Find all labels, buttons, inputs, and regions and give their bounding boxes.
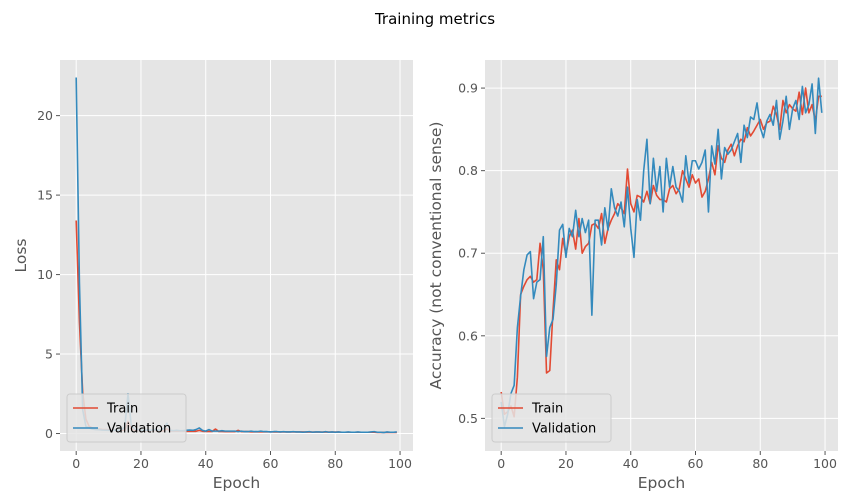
x-tick-label: 20 [133, 456, 149, 471]
figure-title: Training metrics [374, 10, 495, 28]
x-tick-label: 0 [497, 456, 505, 471]
y-tick-label: 0 [45, 426, 53, 441]
legend-label-validation: Validation [532, 422, 596, 437]
legend-box [491, 393, 612, 443]
x-tick-label: 40 [623, 456, 639, 471]
x-tick-label: 80 [327, 456, 343, 471]
x-tick-label: 80 [752, 456, 768, 471]
y-tick-label: 0.8 [458, 163, 478, 178]
y-tick-label: 0.5 [458, 411, 478, 426]
x-tick-label: 60 [263, 456, 279, 471]
y-axis-label: Loss [12, 239, 30, 273]
loss-chart: 0 20 40 60 80 100 0 5 10 15 20 Epoch Loss Train Valida… [12, 60, 413, 492]
legend: Train Validation [66, 393, 187, 443]
x-tick-label: 40 [198, 456, 214, 471]
x-axis-label: Epoch [213, 474, 260, 492]
x-tick-label: 100 [388, 456, 412, 471]
x-tick-label: 60 [688, 456, 704, 471]
y-axis-label: Accuracy (not conventional sense) [427, 122, 445, 390]
accuracy-chart: 0 20 40 60 80 100 0.5 0.6 0.7 0.8 0.9 Epoch Accuracy… [427, 60, 838, 492]
series-line-validation [500, 77, 823, 428]
y-tick-label: 15 [37, 188, 53, 203]
legend-label-train: Train [531, 402, 563, 417]
x-axis-label: Epoch [638, 474, 685, 492]
y-tick-label: 10 [37, 267, 53, 282]
y-tick-label: 5 [45, 347, 53, 362]
legend-box [66, 393, 187, 443]
legend-label-validation: Validation [107, 422, 171, 437]
y-tick-label: 20 [37, 108, 53, 123]
y-tick-label: 0.7 [458, 246, 478, 261]
y-tick-label: 0.9 [458, 81, 478, 96]
y-tick-label: 0.6 [458, 328, 478, 343]
legend-label-train: Train [106, 402, 138, 417]
x-tick-label: 0 [72, 456, 80, 471]
x-tick-label: 100 [813, 456, 837, 471]
legend: Train Validation [491, 393, 612, 443]
plot-area [485, 60, 838, 451]
x-tick-label: 20 [558, 456, 574, 471]
plot-area [60, 60, 413, 451]
